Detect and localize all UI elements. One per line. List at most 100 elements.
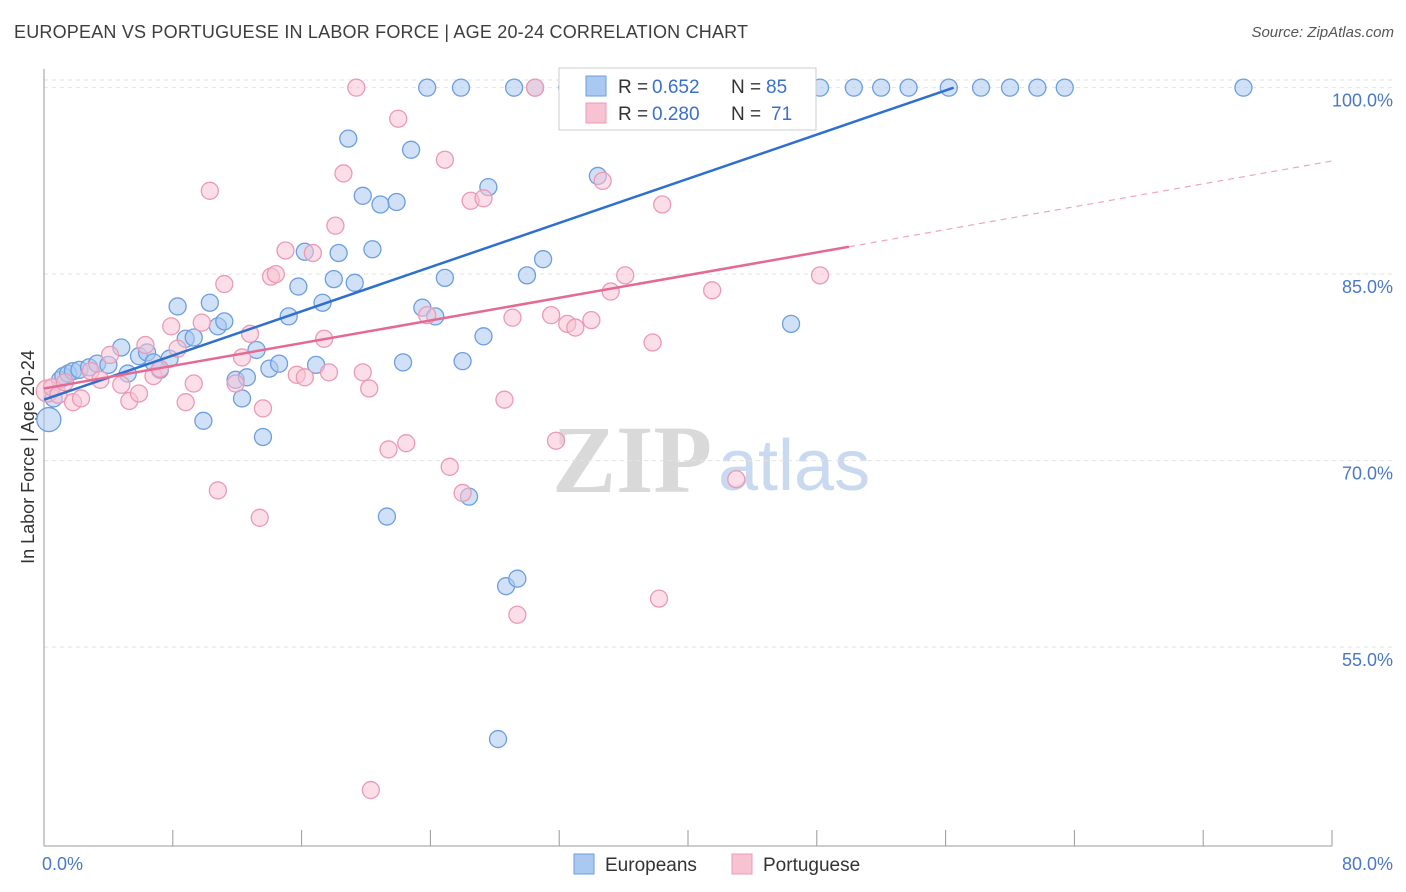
portuguese-point xyxy=(440,457,459,476)
european-point xyxy=(533,250,553,269)
european-point xyxy=(329,243,348,263)
european-point xyxy=(377,507,397,526)
portuguese-point xyxy=(71,389,91,408)
european-point xyxy=(353,186,372,205)
portuguese-point xyxy=(112,375,131,394)
portuguese-point xyxy=(319,363,339,382)
european-point xyxy=(1234,78,1253,97)
portuguese-point xyxy=(361,780,380,800)
portuguese-point xyxy=(727,470,746,489)
european-point xyxy=(1028,78,1047,97)
european-point xyxy=(363,240,382,259)
portuguese-point xyxy=(643,333,662,352)
portuguese-point xyxy=(503,308,522,327)
y-tick-label: 85.0% xyxy=(1342,277,1393,297)
source-label: Source: ZipAtlas.com xyxy=(1251,24,1394,41)
european-point xyxy=(1055,78,1074,97)
legend-n-value-european: 85 xyxy=(766,77,787,98)
portuguese-point xyxy=(334,164,353,183)
european-point xyxy=(451,78,471,97)
portuguese-point xyxy=(508,605,527,624)
bottom-legend-swatch-portuguese xyxy=(731,853,753,875)
portuguese-point xyxy=(546,431,566,450)
portuguese-point xyxy=(566,318,585,337)
portuguese-point xyxy=(495,390,514,409)
portuguese-point xyxy=(162,317,181,336)
european-point xyxy=(36,406,62,433)
portuguese-point xyxy=(542,306,561,325)
bottom-legend-label-portuguese: Portuguese xyxy=(763,855,860,876)
chart-title: EUROPEAN VS PORTUGUESE IN LABOR FORCE | … xyxy=(14,22,749,42)
european-point xyxy=(517,266,537,285)
x-tick-label-max: 80.0% xyxy=(1342,854,1393,874)
legend-n-label-european: N = xyxy=(731,77,761,98)
portuguese-point xyxy=(276,241,295,260)
y-axis-label: In Labor Force | Age 20-24 xyxy=(18,350,38,564)
european-point xyxy=(508,569,527,588)
european-point xyxy=(939,78,958,97)
portuguese-point xyxy=(453,483,472,503)
portuguese-trend-line xyxy=(43,245,850,390)
european-point xyxy=(418,78,437,97)
portuguese-point xyxy=(226,374,245,393)
legend-swatch-european xyxy=(585,75,607,97)
legend-r-label-european: R = xyxy=(618,77,648,98)
portuguese-point xyxy=(703,281,722,300)
watermark-atlas: atlas xyxy=(718,426,870,506)
portuguese-point xyxy=(250,508,269,527)
portuguese-point xyxy=(200,181,219,200)
european-point xyxy=(474,327,493,346)
european-point xyxy=(289,277,308,296)
y-tick-labels: 55.0% 70.0% 85.0% 100.0% xyxy=(1332,91,1393,670)
european-point xyxy=(453,352,472,371)
european-point xyxy=(194,411,213,430)
y-tick-label: 70.0% xyxy=(1342,464,1393,484)
european-point xyxy=(488,729,508,749)
portuguese-point xyxy=(649,589,669,608)
portuguese-point xyxy=(353,363,372,382)
bottom-legend-label-european: Europeans xyxy=(605,855,697,876)
legend-r-value-european: 0.652 xyxy=(652,77,700,98)
x-axis-ticks xyxy=(43,830,1333,846)
y-tick-label: 55.0% xyxy=(1342,650,1393,670)
portuguese-point xyxy=(379,440,398,459)
portuguese-point xyxy=(129,384,149,403)
european-point xyxy=(339,129,358,148)
portuguese-point xyxy=(253,399,273,418)
european-point xyxy=(200,293,219,312)
european-point xyxy=(504,78,524,97)
y-tick-label: 100.0% xyxy=(1332,91,1393,111)
bottom-legend-swatch-european xyxy=(573,853,595,875)
european-point xyxy=(844,78,863,97)
portuguese-point xyxy=(295,368,314,387)
portuguese-trend-extension xyxy=(848,160,1333,248)
portuguese-point xyxy=(176,393,195,412)
legend-n-label-portuguese: N = xyxy=(731,104,761,125)
portuguese-point xyxy=(601,282,620,301)
european-point xyxy=(781,314,801,334)
portuguese-point xyxy=(616,266,635,285)
portuguese-point xyxy=(653,195,672,214)
portuguese-point xyxy=(525,78,545,97)
european-point xyxy=(899,78,918,97)
portuguese-point xyxy=(435,150,455,169)
european-point xyxy=(393,353,413,372)
portuguese-point xyxy=(347,78,366,97)
european-trend-line xyxy=(43,86,955,401)
portuguese-point xyxy=(474,189,493,208)
european-point xyxy=(168,297,187,316)
european-point xyxy=(184,328,203,347)
portuguese-point xyxy=(582,310,601,330)
european-point xyxy=(401,140,421,159)
portuguese-point xyxy=(208,481,228,500)
european-point xyxy=(253,427,273,447)
portuguese-point xyxy=(55,373,75,392)
portuguese-point xyxy=(593,171,612,191)
legend-swatch-portuguese xyxy=(585,102,607,124)
european-point xyxy=(345,273,364,292)
bottom-legend: Europeans Portuguese xyxy=(573,853,860,876)
european-point xyxy=(387,192,406,212)
portuguese-point xyxy=(100,345,120,365)
portuguese-point xyxy=(360,379,379,398)
